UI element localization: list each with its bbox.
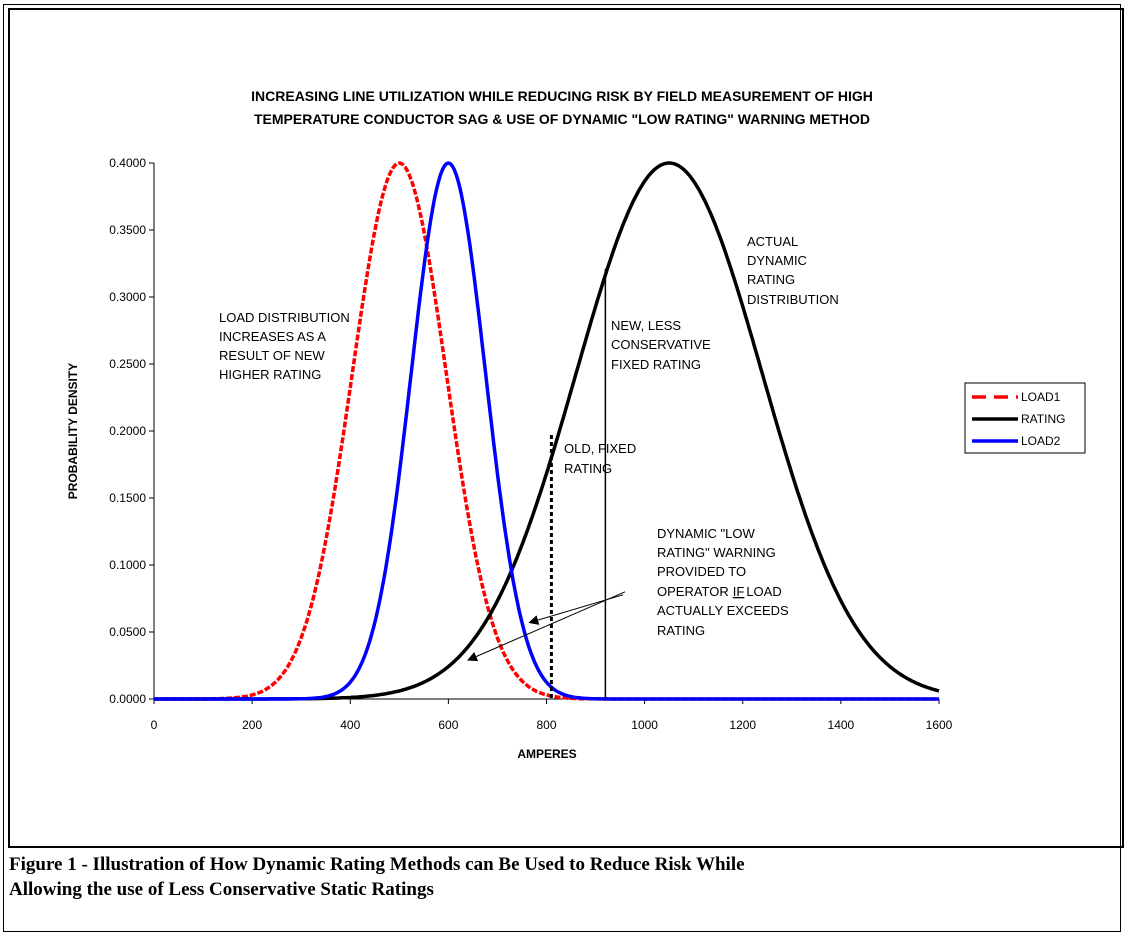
x-axis-label: AMPERES	[517, 747, 576, 761]
series-line-rating	[154, 161, 940, 701]
y-tick-label: 0.0000	[109, 692, 146, 706]
annotation-load-distribution-line: LOAD DISTRIBUTION	[219, 310, 350, 325]
annotation-warning-line: OPERATOR IF LOAD	[657, 584, 782, 599]
x-tick-label: 1400	[828, 718, 855, 732]
annotation-new-fixed-line: CONSERVATIVE	[611, 337, 711, 352]
legend: LOAD1 RATING LOAD2	[964, 382, 1086, 454]
caption-line-2: Allowing the use of Less Conservative St…	[9, 879, 434, 900]
legend-label-load1: LOAD1	[1021, 390, 1061, 404]
x-tick-label: 1200	[729, 718, 756, 732]
x-tick-label: 1600	[926, 718, 953, 732]
annotation-actual-dynamic-line: ACTUAL	[747, 234, 798, 249]
chart-panel	[8, 8, 1124, 848]
annotation-warning-operator: OPERATOR	[657, 584, 729, 599]
annotation-arrow	[528, 594, 624, 625]
x-tick-label: 800	[536, 718, 556, 732]
x-tick-label: 0	[151, 718, 158, 732]
arrow-layer	[467, 591, 626, 662]
x-tick-label: 600	[438, 718, 458, 732]
y-tick-label: 0.2500	[109, 357, 146, 371]
x-tick-label: 1000	[631, 718, 658, 732]
y-tick-label: 0.0500	[109, 625, 146, 639]
axes: 0.0000 0.0500 0.1000 0.1500 0.2000 0.2500 0.30…	[109, 156, 952, 732]
annotation-warning-line: PROVIDED TO	[657, 564, 746, 579]
annotation-arrow	[467, 591, 626, 662]
annotation-load-distribution-line: HIGHER RATING	[219, 367, 321, 382]
annotation-load-distribution-line: INCREASES AS A	[219, 329, 326, 344]
chart-title-line-2: TEMPERATURE CONDUCTOR SAG & USE OF DYNAM…	[254, 111, 870, 127]
annotation-warning-if: IF	[733, 584, 745, 599]
y-tick-label: 0.4000	[109, 156, 146, 170]
y-tick-label: 0.3500	[109, 223, 146, 237]
caption-line-1: Figure 1 - Illustration of How Dynamic R…	[9, 854, 745, 875]
annotation-warning-line: RATING	[657, 623, 705, 638]
y-tick-label: 0.3000	[109, 290, 146, 304]
figure-caption: Figure 1 - Illustration of How Dynamic R…	[9, 852, 1109, 902]
legend-label-rating: RATING	[1021, 412, 1065, 426]
series-layer	[154, 161, 940, 701]
legend-label-load2: LOAD2	[1021, 434, 1061, 448]
annotation-old-fixed-line: OLD, FIXED	[564, 441, 636, 456]
annotation-new-fixed: NEW, LESS CONSERVATIVE FIXED RATING	[611, 318, 711, 372]
y-tick-label: 0.1500	[109, 491, 146, 505]
annotation-warning-line: DYNAMIC "LOW	[657, 526, 756, 541]
marker-layer	[549, 268, 607, 699]
y-tick-label: 0.1000	[109, 558, 146, 572]
annotation-new-fixed-line: NEW, LESS	[611, 318, 681, 333]
series-line-load1	[154, 161, 939, 701]
x-tick-label: 200	[242, 718, 262, 732]
series-line-load2	[154, 161, 939, 701]
annotation-actual-dynamic: ACTUAL DYNAMIC RATING DISTRIBUTION	[747, 234, 839, 307]
annotation-old-fixed: OLD, FIXED RATING	[564, 441, 636, 476]
annotation-actual-dynamic-line: DYNAMIC	[747, 253, 807, 268]
annotation-warning-line: RATING" WARNING	[657, 545, 776, 560]
annotation-warning-load: LOAD	[746, 584, 781, 599]
chart-title-line-1: INCREASING LINE UTILIZATION WHILE REDUCI…	[251, 88, 873, 104]
y-axis-label: PROBABILITY DENSITY	[66, 363, 80, 499]
annotation-old-fixed-line: RATING	[564, 461, 612, 476]
annotation-new-fixed-line: FIXED RATING	[611, 357, 701, 372]
annotation-warning: DYNAMIC "LOW RATING" WARNING PROVIDED TO…	[657, 526, 789, 638]
figure-frame	[3, 4, 1121, 932]
y-tick-label: 0.2000	[109, 424, 146, 438]
annotation-actual-dynamic-line: RATING	[747, 272, 795, 287]
annotation-load-distribution-line: RESULT OF NEW	[219, 348, 325, 363]
annotation-actual-dynamic-line: DISTRIBUTION	[747, 292, 839, 307]
annotation-warning-line: ACTUALLY EXCEEDS	[657, 603, 789, 618]
annotation-load-distribution: LOAD DISTRIBUTION INCREASES AS A RESULT …	[219, 310, 350, 382]
x-tick-label: 400	[340, 718, 360, 732]
